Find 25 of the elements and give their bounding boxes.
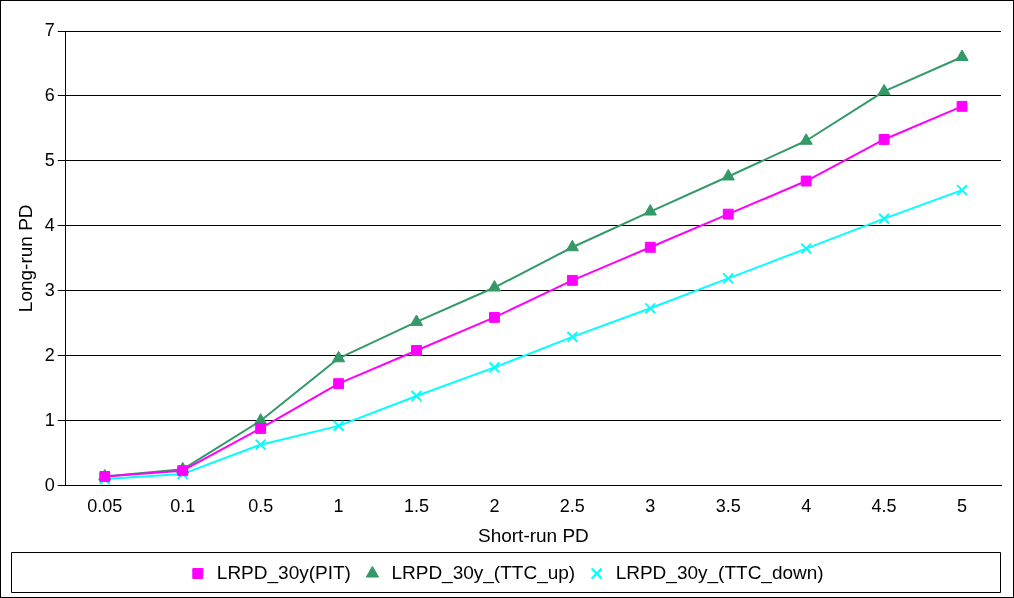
x-tick-label: 0.1: [170, 496, 196, 517]
x-tick-label: 3: [645, 496, 656, 517]
y-tick-label: 3: [44, 279, 55, 300]
x-tick-label: 1: [333, 496, 344, 517]
x-tick-label: 0.05: [87, 496, 123, 517]
y-tick-label: 7: [44, 19, 55, 40]
y-tick-label: 6: [44, 84, 55, 105]
x-tick-label: 4: [801, 496, 812, 517]
legend-label: LRPD_30y_(TTC_down): [615, 561, 824, 584]
x-tick-label: 0.5: [248, 496, 274, 517]
x-tick-label: 2.5: [559, 496, 585, 517]
y-tick-label: 5: [44, 149, 55, 170]
x-tick-label: 4.5: [871, 496, 897, 517]
y-tick-label: 1: [44, 409, 55, 430]
y-axis-title: Long-run PD: [14, 204, 36, 313]
x-tick-label: 2: [489, 496, 500, 517]
y-tick-label: 0: [44, 474, 55, 495]
x-tick-label: 3.5: [715, 496, 741, 517]
x-tick-label: 1.5: [403, 496, 430, 517]
y-tick-label: 4: [44, 214, 55, 235]
x-axis-title: Short-run PD: [477, 524, 589, 546]
legend-label: LRPD_30y(PIT): [216, 561, 351, 584]
legend-label: LRPD_30y_(TTC_up): [391, 561, 576, 584]
y-tick-label: 2: [44, 344, 55, 365]
x-tick-label: 5: [957, 496, 968, 517]
